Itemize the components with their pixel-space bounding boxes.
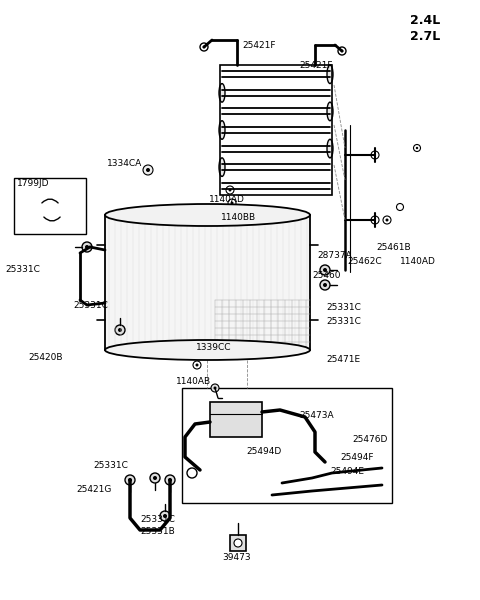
- Circle shape: [413, 145, 420, 151]
- Bar: [220, 65, 332, 195]
- Circle shape: [118, 328, 122, 332]
- Circle shape: [187, 468, 197, 478]
- Ellipse shape: [327, 102, 333, 121]
- Circle shape: [214, 386, 216, 389]
- Circle shape: [195, 364, 199, 367]
- Circle shape: [168, 478, 172, 482]
- Circle shape: [323, 268, 327, 272]
- Text: 1140AB: 1140AB: [176, 377, 211, 386]
- Circle shape: [338, 47, 346, 55]
- Text: 25331C: 25331C: [5, 265, 40, 275]
- Circle shape: [396, 203, 404, 211]
- Circle shape: [275, 345, 285, 355]
- Circle shape: [320, 280, 330, 290]
- Text: 25331C: 25331C: [140, 515, 175, 524]
- Circle shape: [130, 345, 140, 355]
- Circle shape: [200, 43, 208, 51]
- Text: 25473A: 25473A: [299, 410, 334, 419]
- Ellipse shape: [105, 204, 310, 226]
- Text: 25331B: 25331B: [140, 527, 175, 536]
- Circle shape: [383, 216, 391, 224]
- Ellipse shape: [219, 121, 225, 139]
- Circle shape: [146, 168, 150, 172]
- Circle shape: [371, 216, 379, 224]
- Text: 25420B: 25420B: [28, 353, 62, 362]
- Circle shape: [226, 186, 234, 194]
- Text: 25460: 25460: [312, 271, 340, 280]
- Text: 28737A: 28737A: [317, 251, 352, 259]
- Circle shape: [160, 511, 170, 521]
- Text: 1140AD: 1140AD: [400, 257, 436, 266]
- Text: 1140BB: 1140BB: [221, 214, 256, 223]
- Bar: [230, 535, 246, 551]
- Circle shape: [240, 215, 248, 223]
- Circle shape: [85, 245, 88, 248]
- Text: 25331C: 25331C: [326, 304, 361, 313]
- Circle shape: [228, 188, 231, 191]
- Ellipse shape: [327, 65, 333, 83]
- Circle shape: [83, 243, 91, 251]
- Ellipse shape: [219, 158, 225, 176]
- Circle shape: [165, 475, 175, 485]
- Text: 25331C: 25331C: [73, 301, 108, 310]
- Circle shape: [242, 217, 245, 220]
- Circle shape: [234, 539, 242, 547]
- Circle shape: [320, 265, 330, 275]
- Text: 1140AD: 1140AD: [209, 196, 245, 205]
- Bar: [14, 178, 86, 234]
- Text: 25421F: 25421F: [242, 40, 276, 49]
- Text: 25331C: 25331C: [93, 461, 128, 469]
- Circle shape: [85, 245, 89, 249]
- Text: 25421G: 25421G: [76, 485, 111, 494]
- Bar: [210, 402, 262, 437]
- Text: 25462C: 25462C: [347, 257, 382, 266]
- Text: 25494F: 25494F: [340, 454, 373, 463]
- Text: 1339CC: 1339CC: [196, 343, 231, 352]
- Text: 25494D: 25494D: [246, 448, 281, 457]
- Circle shape: [275, 210, 285, 220]
- Circle shape: [203, 46, 205, 49]
- Circle shape: [153, 476, 157, 480]
- Circle shape: [228, 199, 236, 207]
- Text: 1334CA: 1334CA: [107, 158, 142, 167]
- Text: 25331C: 25331C: [326, 317, 361, 326]
- Circle shape: [385, 218, 388, 221]
- Circle shape: [115, 325, 125, 335]
- Circle shape: [128, 478, 132, 482]
- Circle shape: [82, 242, 92, 252]
- Text: 1799JD: 1799JD: [17, 179, 49, 188]
- Text: 25476D: 25476D: [352, 436, 387, 445]
- Text: 25421F: 25421F: [299, 61, 333, 70]
- Circle shape: [143, 165, 153, 175]
- Text: 2.4L: 2.4L: [410, 13, 440, 26]
- Circle shape: [163, 514, 167, 518]
- Ellipse shape: [105, 340, 310, 360]
- Text: 39473: 39473: [222, 553, 251, 563]
- Text: 2.7L: 2.7L: [410, 29, 440, 43]
- Text: 25494E: 25494E: [330, 467, 364, 476]
- Circle shape: [150, 473, 160, 483]
- Bar: [182, 388, 392, 503]
- Bar: [105, 215, 310, 350]
- Circle shape: [371, 151, 379, 159]
- Circle shape: [340, 49, 344, 52]
- Text: 25471E: 25471E: [326, 355, 360, 364]
- Circle shape: [193, 361, 201, 369]
- Circle shape: [211, 384, 219, 392]
- Ellipse shape: [327, 139, 333, 158]
- Ellipse shape: [219, 83, 225, 102]
- Circle shape: [130, 210, 140, 220]
- Circle shape: [323, 283, 327, 287]
- Circle shape: [125, 475, 135, 485]
- Circle shape: [230, 202, 233, 205]
- Text: 25461B: 25461B: [376, 244, 410, 253]
- Circle shape: [416, 147, 418, 149]
